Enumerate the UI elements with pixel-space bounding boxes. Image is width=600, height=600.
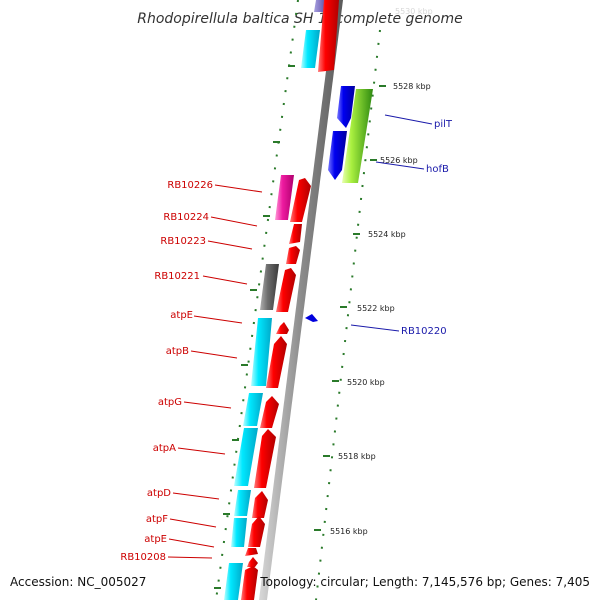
gene-atpE2[interactable] bbox=[245, 548, 258, 556]
gene-RB10208-cyan[interactable] bbox=[224, 563, 243, 600]
gene-label[interactable]: RB10224 bbox=[163, 212, 209, 223]
scale-ticks bbox=[314, 85, 386, 531]
gene-label[interactable]: hofB bbox=[426, 164, 449, 175]
scale-label: 5522 kbp bbox=[357, 304, 395, 313]
accession-text: Accession: NC_005027 bbox=[10, 575, 146, 589]
gene-atpD[interactable] bbox=[252, 491, 268, 518]
scale-label: 5516 kbp bbox=[330, 527, 368, 536]
gene-label[interactable]: atpA bbox=[153, 443, 176, 454]
inner-scale-ticks bbox=[214, 65, 295, 589]
gene-atpE-cyan[interactable] bbox=[251, 318, 272, 386]
gene-label[interactable]: RB10208 bbox=[120, 552, 166, 563]
map-title: Rhodopirellula baltica SH 1, complete ge… bbox=[137, 11, 463, 27]
gene-top-cyan[interactable] bbox=[301, 30, 320, 68]
gene-RB10221-gray[interactable] bbox=[260, 264, 279, 310]
scale-label: 5528 kbp bbox=[393, 82, 431, 91]
gene-pilT[interactable] bbox=[337, 86, 355, 128]
gene-green[interactable] bbox=[342, 89, 373, 183]
gene-label[interactable]: RB10220 bbox=[401, 326, 447, 337]
gene-atpG-cyan[interactable] bbox=[243, 393, 263, 426]
gene-top-red[interactable] bbox=[318, 0, 339, 72]
scale-label-faded: 5530 kbp bbox=[395, 7, 433, 16]
gene-hofB[interactable] bbox=[328, 131, 347, 180]
topology-text: Topology: circular; Length: 7,145,576 bp… bbox=[259, 575, 590, 589]
gene-RB10221[interactable] bbox=[276, 268, 296, 312]
left-leader-lines bbox=[167, 184, 263, 559]
gene-atpB[interactable] bbox=[266, 336, 287, 388]
gene-label[interactable]: RB10223 bbox=[160, 236, 206, 247]
scale-dots-outer bbox=[315, 29, 381, 600]
gene-RB10208-b[interactable] bbox=[241, 566, 258, 600]
gene-RB10226-pink[interactable] bbox=[275, 175, 294, 220]
gene-atpF-cyan[interactable] bbox=[231, 518, 247, 547]
gene-RB10224[interactable] bbox=[289, 224, 302, 244]
scale-label: 5518 kbp bbox=[338, 452, 376, 461]
genome-backbone bbox=[259, 0, 343, 600]
right-leader-lines bbox=[350, 114, 433, 332]
scale-label: 5520 kbp bbox=[347, 378, 385, 387]
gene-label[interactable]: RB10221 bbox=[154, 271, 200, 282]
gene-atpE[interactable] bbox=[276, 322, 289, 334]
gene-label[interactable]: pilT bbox=[434, 119, 453, 130]
gene-label[interactable]: atpE bbox=[144, 534, 167, 545]
gene-label[interactable]: atpB bbox=[166, 346, 189, 357]
gene-atpD-cyan[interactable] bbox=[234, 490, 251, 516]
gene-RB10226[interactable] bbox=[290, 178, 311, 222]
gene-RB10220[interactable] bbox=[305, 314, 318, 322]
gene-label[interactable]: atpE bbox=[170, 310, 193, 321]
scale-label: 5524 kbp bbox=[368, 230, 406, 239]
scale-label: 5526 kbp bbox=[380, 156, 418, 165]
gene-label[interactable]: atpG bbox=[158, 397, 182, 408]
gene-atpF[interactable] bbox=[248, 516, 265, 547]
gene-label[interactable]: RB10226 bbox=[167, 180, 213, 191]
gene-atpA[interactable] bbox=[254, 429, 276, 488]
gene-RB10208-a[interactable] bbox=[247, 557, 258, 567]
gene-RB10223[interactable] bbox=[286, 246, 300, 264]
gene-atpA-cyan[interactable] bbox=[234, 428, 258, 486]
gene-label[interactable]: atpD bbox=[147, 488, 171, 499]
gene-atpG[interactable] bbox=[260, 396, 279, 428]
gene-label[interactable]: atpF bbox=[146, 514, 168, 525]
